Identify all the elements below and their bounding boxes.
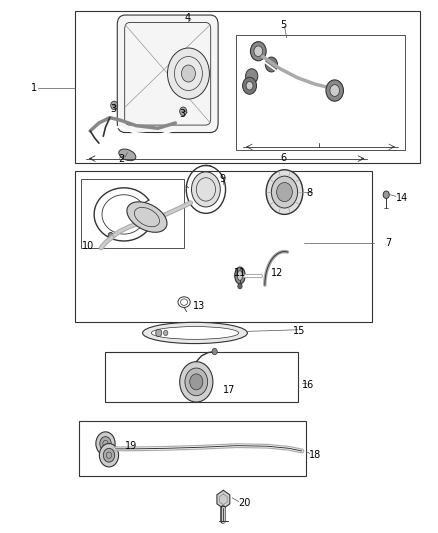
Bar	[75, 171, 372, 322]
Circle shape	[212, 349, 217, 355]
Circle shape	[167, 48, 209, 99]
Bar	[79, 421, 306, 477]
Circle shape	[185, 368, 208, 395]
Circle shape	[272, 176, 297, 208]
Circle shape	[180, 362, 213, 402]
Circle shape	[155, 329, 162, 337]
Text: 17: 17	[223, 385, 236, 395]
Circle shape	[265, 57, 278, 72]
Bar	[75, 11, 420, 163]
Text: 3: 3	[180, 109, 186, 119]
Circle shape	[108, 232, 113, 239]
Bar	[106, 352, 297, 402]
Polygon shape	[217, 490, 230, 508]
Circle shape	[163, 330, 168, 336]
Circle shape	[191, 172, 220, 207]
Circle shape	[330, 85, 339, 96]
Text: 8: 8	[306, 188, 312, 198]
Circle shape	[100, 437, 111, 450]
Text: 10: 10	[81, 241, 94, 251]
Ellipse shape	[127, 202, 167, 232]
Text: 11: 11	[234, 268, 247, 278]
Circle shape	[238, 284, 242, 289]
Ellipse shape	[143, 322, 247, 344]
Ellipse shape	[235, 267, 245, 284]
Circle shape	[266, 169, 303, 214]
Circle shape	[326, 80, 343, 101]
Text: 4: 4	[184, 13, 190, 23]
Circle shape	[181, 65, 195, 82]
Circle shape	[103, 448, 115, 462]
Circle shape	[111, 101, 118, 110]
Text: 2: 2	[119, 154, 125, 164]
Text: 7: 7	[385, 238, 391, 247]
Circle shape	[251, 42, 266, 61]
Text: 9: 9	[219, 174, 225, 184]
Circle shape	[383, 191, 389, 198]
Bar	[81, 179, 184, 248]
Text: 1: 1	[31, 83, 37, 93]
Circle shape	[246, 82, 253, 90]
Text: 13: 13	[193, 301, 205, 311]
Circle shape	[254, 46, 263, 56]
Circle shape	[180, 107, 187, 116]
Text: 15: 15	[293, 326, 306, 336]
Ellipse shape	[237, 271, 243, 280]
Text: 18: 18	[308, 450, 321, 460]
Circle shape	[277, 182, 292, 201]
Text: 19: 19	[125, 441, 138, 451]
Text: 20: 20	[239, 498, 251, 508]
Bar	[237, 35, 405, 150]
Circle shape	[246, 69, 258, 84]
Circle shape	[96, 432, 115, 455]
FancyBboxPatch shape	[117, 15, 218, 133]
Ellipse shape	[119, 149, 136, 160]
Text: 6: 6	[280, 152, 286, 163]
Text: 5: 5	[280, 20, 286, 30]
Text: 14: 14	[396, 193, 408, 204]
Ellipse shape	[151, 327, 239, 340]
Circle shape	[190, 374, 203, 390]
Circle shape	[243, 77, 257, 94]
Text: 16: 16	[302, 379, 314, 390]
Text: 3: 3	[110, 103, 116, 114]
Circle shape	[99, 443, 119, 467]
Text: 12: 12	[272, 268, 284, 278]
